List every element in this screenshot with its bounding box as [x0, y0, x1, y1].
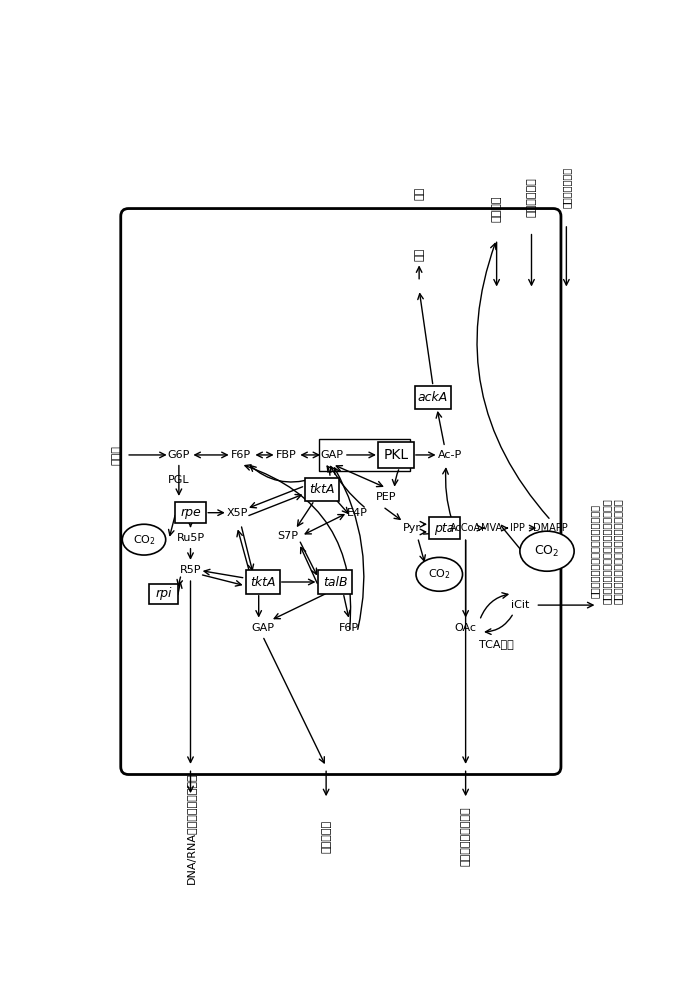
Text: PGL: PGL: [168, 475, 190, 485]
Text: tktA: tktA: [310, 483, 335, 496]
FancyBboxPatch shape: [175, 502, 206, 523]
Text: 聚酮化合物，脂肪酸: 聚酮化合物，脂肪酸: [460, 806, 471, 866]
Text: rpe: rpe: [180, 506, 201, 519]
FancyBboxPatch shape: [378, 442, 414, 468]
Text: MVA: MVA: [482, 523, 502, 533]
Text: talB: talB: [323, 576, 348, 588]
Text: F6P: F6P: [339, 623, 359, 633]
Ellipse shape: [122, 524, 166, 555]
FancyBboxPatch shape: [245, 570, 280, 594]
Text: X5P: X5P: [226, 508, 248, 518]
Text: 类异戊二烯前体: 类异戊二烯前体: [561, 167, 572, 208]
Text: 类异戊二烯，: 类异戊二烯，: [526, 177, 537, 217]
FancyBboxPatch shape: [149, 584, 178, 604]
Text: 谷氨酸，谷氨酰胺，天冬氨酸，脯氨酸，: 谷氨酸，谷氨酰胺，天冬氨酸，脯氨酸，: [613, 498, 623, 604]
Text: PEP: PEP: [376, 492, 397, 502]
Text: pta: pta: [434, 522, 455, 535]
Text: 芳族氨基酸: 芳族氨基酸: [321, 820, 331, 853]
Text: S7P: S7P: [277, 531, 298, 541]
Text: CO$_2$: CO$_2$: [534, 544, 560, 559]
FancyBboxPatch shape: [429, 517, 460, 539]
FancyBboxPatch shape: [305, 478, 339, 501]
Text: Ru5P: Ru5P: [177, 533, 205, 543]
Text: rpi: rpi: [155, 587, 172, 600]
Text: PKL: PKL: [383, 448, 409, 462]
Text: Ac-P: Ac-P: [438, 450, 462, 460]
Text: DMAPP: DMAPP: [534, 523, 568, 533]
FancyBboxPatch shape: [318, 570, 352, 594]
Text: FBP: FBP: [275, 450, 296, 460]
Text: 乙酸: 乙酸: [414, 187, 424, 200]
Text: Pyr: Pyr: [403, 523, 420, 533]
Text: DNA/RNA糖，组氨酸，色氨酸: DNA/RNA糖，组氨酸，色氨酸: [185, 773, 196, 884]
Text: 乙酸: 乙酸: [414, 248, 424, 261]
Text: GAP: GAP: [321, 450, 344, 460]
Ellipse shape: [416, 557, 462, 591]
Text: 精氨酸，甲硫氨酸，色氨酸，亮氨酸: 精氨酸，甲硫氨酸，色氨酸，亮氨酸: [589, 504, 600, 598]
Text: G6P: G6P: [168, 450, 190, 460]
Text: OAc: OAc: [455, 623, 477, 633]
Text: CO$_2$: CO$_2$: [428, 567, 451, 581]
Text: TCA循环: TCA循环: [480, 639, 514, 649]
Text: IPP: IPP: [510, 523, 525, 533]
Text: CO$_2$: CO$_2$: [133, 533, 155, 547]
Text: R5P: R5P: [180, 565, 201, 575]
FancyBboxPatch shape: [415, 386, 451, 409]
Text: E4P: E4P: [347, 508, 368, 518]
Text: ackA: ackA: [418, 391, 448, 404]
Text: tktA: tktA: [250, 576, 275, 588]
Text: 赖氨酸，天冬酰胺，苏氨酸，赤亮氨酸，: 赖氨酸，天冬酰胺，苏氨酸，赤亮氨酸，: [601, 498, 611, 604]
Text: 葡萄糖: 葡萄糖: [112, 445, 122, 465]
Text: AcCoA: AcCoA: [450, 523, 481, 533]
Text: iCit: iCit: [510, 600, 529, 610]
Text: F6P: F6P: [231, 450, 251, 460]
Text: GAP: GAP: [251, 623, 274, 633]
Ellipse shape: [520, 531, 574, 571]
Text: 异戊二烯: 异戊二烯: [492, 195, 502, 222]
